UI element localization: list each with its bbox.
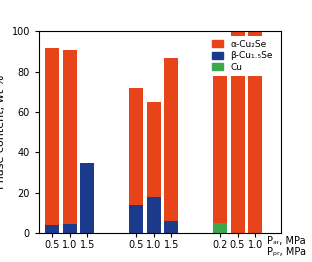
- Bar: [147, 197, 161, 233]
- Y-axis label: Phase content, wt %: Phase content, wt %: [0, 75, 6, 189]
- Text: Pₐᵣ, MPa: Pₐᵣ, MPa: [267, 236, 306, 246]
- Bar: [129, 205, 143, 233]
- Bar: [62, 50, 76, 233]
- Bar: [80, 173, 94, 233]
- Bar: [147, 102, 161, 233]
- Legend: α-Cu₂Se, β-Cu₁.₅Se, Cu: α-Cu₂Se, β-Cu₁.₅Se, Cu: [208, 36, 276, 76]
- Bar: [129, 88, 143, 233]
- Bar: [213, 223, 227, 233]
- Bar: [45, 225, 59, 233]
- Bar: [231, 31, 245, 233]
- Bar: [45, 48, 59, 233]
- Bar: [164, 58, 178, 233]
- Bar: [164, 221, 178, 233]
- Bar: [213, 52, 227, 233]
- Text: Pₚᵣ, MPa: Pₚᵣ, MPa: [267, 247, 306, 257]
- Bar: [80, 162, 94, 233]
- Bar: [62, 224, 76, 233]
- Bar: [248, 31, 262, 233]
